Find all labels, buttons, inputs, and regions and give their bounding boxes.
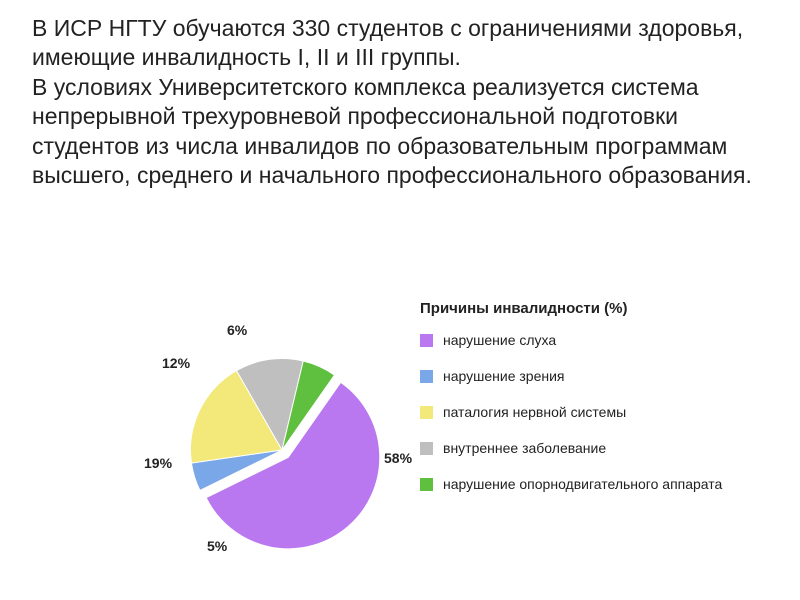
pie-label-3: 12% — [162, 355, 190, 371]
pie-label-1: 5% — [207, 538, 227, 554]
legend-swatch-2-icon — [420, 406, 433, 419]
pie-label-0: 58% — [384, 450, 412, 466]
legend-item-4: нарушение опорнодвигательного аппарата — [420, 476, 722, 492]
pie-label-2: 19% — [144, 455, 172, 471]
pie-svg — [152, 320, 412, 580]
legend-swatch-0-icon — [420, 334, 433, 347]
legend-swatch-4-icon — [420, 478, 433, 491]
legend-swatch-1-icon — [420, 370, 433, 383]
legend-item-2: паталогия нервной системы — [420, 404, 722, 420]
pie-label-4: 6% — [227, 322, 247, 338]
chart-area: Причины инвалидности (%) 58% 5% 19% 12% … — [130, 290, 770, 580]
legend-item-1: нарушение зрения — [420, 368, 722, 384]
legend-label-1: нарушение зрения — [443, 368, 565, 384]
chart-legend: нарушение слуха нарушение зрения паталог… — [420, 332, 722, 492]
page-root: В ИСР НГТУ обучаются 330 студентов с огр… — [0, 0, 800, 600]
legend-item-0: нарушение слуха — [420, 332, 722, 348]
chart-title: Причины инвалидности (%) — [420, 300, 627, 317]
body-paragraph: В ИСР НГТУ обучаются 330 студентов с огр… — [32, 14, 752, 191]
legend-label-3: внутреннее заболевание — [443, 440, 606, 456]
legend-swatch-3-icon — [420, 442, 433, 455]
legend-item-3: внутреннее заболевание — [420, 440, 722, 456]
legend-label-0: нарушение слуха — [443, 332, 556, 348]
legend-label-4: нарушение опорнодвигательного аппарата — [443, 476, 722, 492]
pie-chart: 58% 5% 19% 12% 6% — [152, 320, 372, 540]
legend-label-2: паталогия нервной системы — [443, 404, 626, 420]
